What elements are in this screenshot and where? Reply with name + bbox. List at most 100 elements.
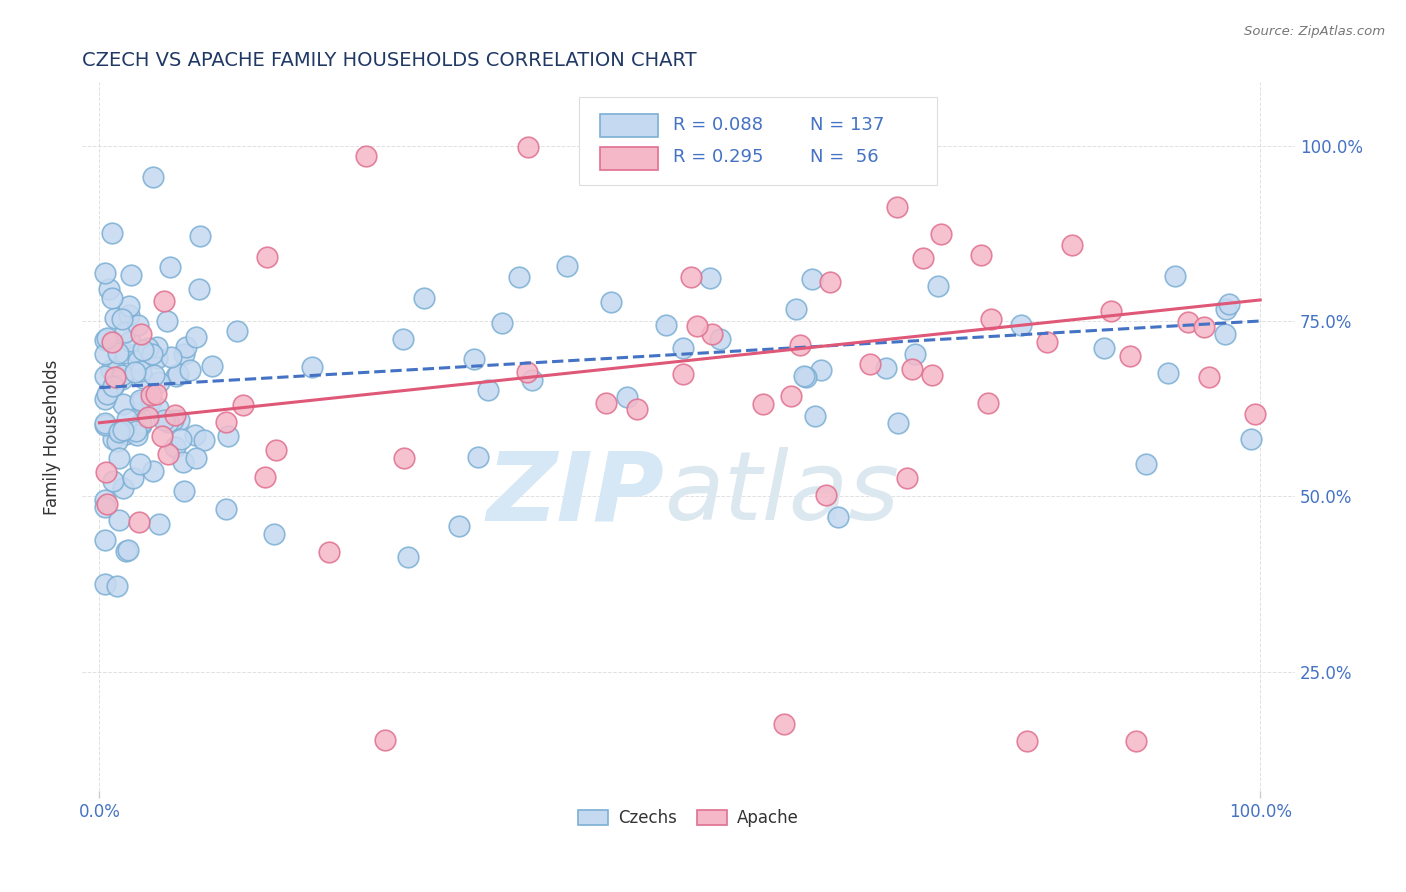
Point xyxy=(672,341,695,355)
Point xyxy=(131,343,153,357)
Point xyxy=(201,359,224,373)
Point xyxy=(1164,269,1187,284)
Point xyxy=(215,415,238,429)
Point xyxy=(129,416,152,430)
Point xyxy=(114,427,136,442)
Point xyxy=(108,424,131,438)
Point xyxy=(160,350,183,364)
Point xyxy=(780,388,803,402)
Point xyxy=(118,309,141,323)
Point xyxy=(142,169,165,184)
Point xyxy=(1092,341,1115,355)
Point xyxy=(127,427,149,442)
Point xyxy=(264,442,287,457)
Point xyxy=(193,433,215,447)
Point xyxy=(96,497,118,511)
Point xyxy=(107,425,129,439)
Point xyxy=(94,266,117,280)
Point xyxy=(94,417,117,431)
Point xyxy=(263,526,285,541)
Point xyxy=(301,360,323,375)
Point xyxy=(111,312,134,326)
Point xyxy=(827,510,849,524)
Point xyxy=(174,341,197,355)
Point xyxy=(111,368,134,383)
Point xyxy=(1125,733,1147,747)
Point xyxy=(94,576,117,591)
Point xyxy=(184,329,207,343)
Point xyxy=(94,369,117,384)
Point xyxy=(148,516,170,531)
Legend: Czechs, Apache: Czechs, Apache xyxy=(571,803,806,834)
Point xyxy=(354,149,377,163)
Point xyxy=(522,374,544,388)
Point xyxy=(186,450,208,465)
Point xyxy=(105,579,128,593)
Point xyxy=(254,469,277,483)
Point xyxy=(166,367,188,381)
Point xyxy=(927,278,949,293)
Point xyxy=(1099,303,1122,318)
Point xyxy=(686,319,709,334)
Text: CZECH VS APACHE FAMILY HOUSEHOLDS CORRELATION CHART: CZECH VS APACHE FAMILY HOUSEHOLDS CORREL… xyxy=(82,51,696,70)
Point xyxy=(94,493,117,508)
Point xyxy=(104,311,127,326)
Point xyxy=(128,515,150,529)
Point xyxy=(184,427,207,442)
Point xyxy=(896,470,918,484)
Point xyxy=(153,294,176,309)
Point xyxy=(1157,366,1180,380)
Point xyxy=(188,282,211,296)
Point xyxy=(793,368,815,383)
Point xyxy=(132,370,155,384)
Point xyxy=(179,362,201,376)
Point xyxy=(101,378,124,392)
Point xyxy=(1119,349,1142,363)
Point xyxy=(165,440,187,454)
Point xyxy=(1010,318,1032,332)
Point xyxy=(105,434,128,448)
Point xyxy=(188,228,211,243)
Point xyxy=(904,347,927,361)
Point xyxy=(96,386,118,401)
Point xyxy=(114,543,136,558)
Point xyxy=(111,371,134,385)
Point xyxy=(129,327,152,342)
Point xyxy=(1177,315,1199,329)
Point xyxy=(595,395,617,409)
Point xyxy=(118,299,141,313)
Point xyxy=(120,334,142,348)
Point xyxy=(1215,301,1237,316)
Point xyxy=(226,324,249,338)
Point xyxy=(859,357,882,371)
Point xyxy=(773,716,796,731)
Point xyxy=(1215,326,1237,341)
Point xyxy=(153,413,176,427)
Point xyxy=(101,474,124,488)
Point xyxy=(167,412,190,426)
Point xyxy=(152,428,174,442)
Point xyxy=(107,346,129,360)
Point xyxy=(104,370,127,384)
Point xyxy=(318,545,340,559)
Point xyxy=(215,501,238,516)
Point xyxy=(789,338,811,352)
Point xyxy=(699,271,721,285)
FancyBboxPatch shape xyxy=(579,96,938,186)
Point xyxy=(412,292,434,306)
Point xyxy=(810,363,832,377)
Point xyxy=(256,251,278,265)
Point xyxy=(599,295,621,310)
Point xyxy=(103,378,125,392)
Point xyxy=(173,347,195,361)
Point xyxy=(654,318,676,332)
Point xyxy=(672,367,695,381)
Point xyxy=(1244,408,1267,422)
Point xyxy=(931,227,953,241)
Point xyxy=(100,334,122,349)
Point xyxy=(94,500,117,514)
Point xyxy=(980,312,1002,326)
Point xyxy=(165,369,187,384)
Point xyxy=(156,415,179,429)
Point xyxy=(141,347,163,361)
